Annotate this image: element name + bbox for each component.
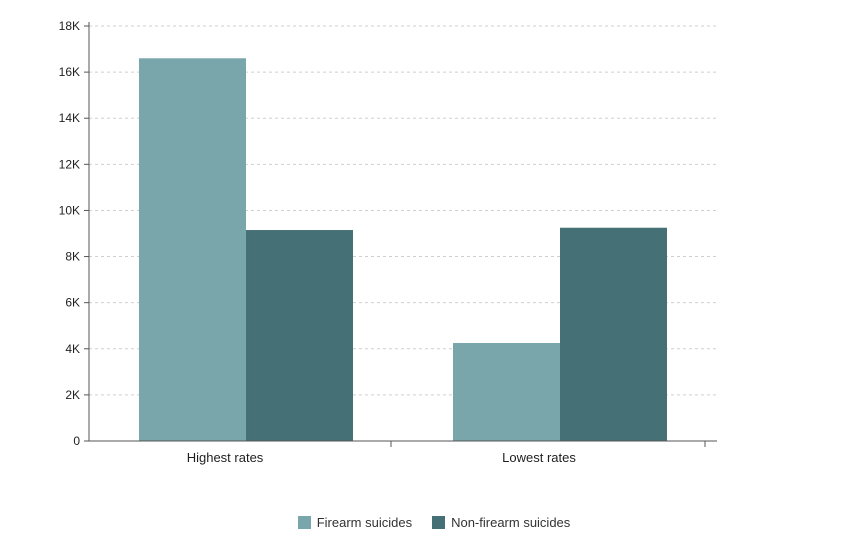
x-category-label: Highest rates <box>187 450 264 465</box>
y-tick-label: 6K <box>65 296 80 310</box>
bar-highest-rates-firearm-suicides <box>139 58 246 442</box>
y-tick-label: 12K <box>59 157 80 171</box>
legend-label: Non-firearm suicides <box>451 515 571 530</box>
bars <box>139 58 667 442</box>
y-tick-label: 10K <box>59 203 80 217</box>
bar-lowest-rates-non-firearm-suicides <box>560 227 667 441</box>
bar-chart: 0 2K 4K 6K 8K 10K 12K 14K 16K 18K Highest rates Low… <box>59 19 717 465</box>
y-tick-label: 16K <box>59 65 80 79</box>
bar-lowest-rates-firearm-suicides <box>453 343 560 441</box>
bar-highest-rates-non-firearm-suicides <box>246 230 353 441</box>
y-tick-label: 8K <box>65 250 80 264</box>
legend-label: Firearm suicides <box>316 515 413 530</box>
legend: Firearm suicides Non-firearm suicides <box>0 515 868 530</box>
y-tick-label: 18K <box>59 19 80 33</box>
legend-item-non-firearm-suicides: Non-firearm suicides <box>432 515 570 530</box>
y-tick-label: 2K <box>65 388 80 402</box>
x-category-label: Lowest rates <box>502 450 576 465</box>
axes: 0 2K 4K 6K 8K 10K 12K 14K 16K 18K Highest rates Low… <box>59 19 717 465</box>
legend-swatch <box>432 516 446 529</box>
y-tick-label: 0 <box>73 434 80 448</box>
y-tick-label: 4K <box>65 342 80 356</box>
legend-item-firearm-suicides: Firearm suicides <box>297 515 413 530</box>
y-tick-label: 14K <box>59 111 80 125</box>
legend-swatch <box>297 516 311 529</box>
